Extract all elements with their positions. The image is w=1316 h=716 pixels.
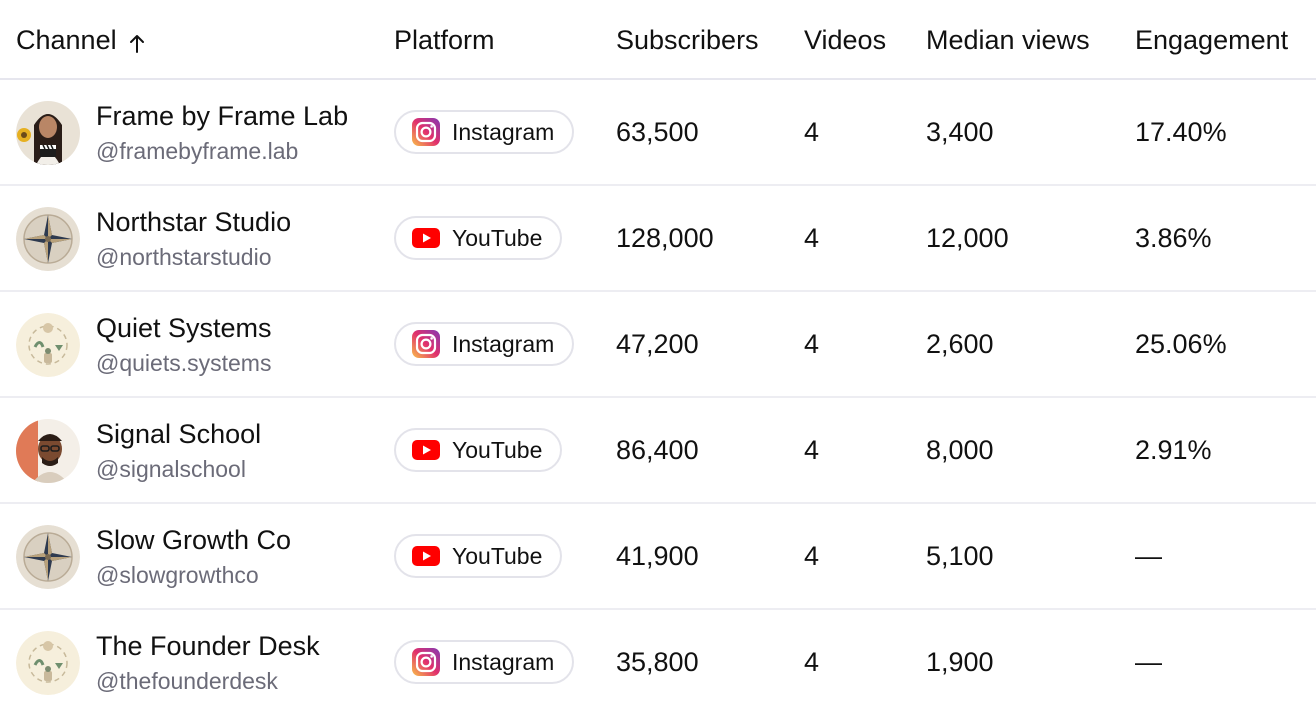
column-header-videos-label: Videos bbox=[804, 24, 887, 55]
videos-cell: 4 bbox=[804, 647, 820, 677]
table-row[interactable]: The Founder Desk @thefounderdesk Instagr… bbox=[0, 610, 1316, 716]
youtube-icon bbox=[412, 542, 440, 570]
median-views-cell: 8,000 bbox=[926, 435, 994, 465]
engagement-cell: 25.06% bbox=[1135, 329, 1227, 359]
channel-name[interactable]: Quiet Systems bbox=[96, 313, 272, 343]
videos-cell: 4 bbox=[804, 117, 820, 147]
column-header-platform[interactable]: Platform bbox=[394, 0, 495, 80]
avatar-compass bbox=[16, 207, 80, 271]
subscribers-cell: 47,200 bbox=[616, 329, 699, 359]
platform-label: Instagram bbox=[452, 330, 555, 357]
instagram-icon bbox=[412, 118, 440, 146]
table-row[interactable]: Northstar Studio @northstarstudio YouTub… bbox=[0, 186, 1316, 292]
videos-cell: 4 bbox=[804, 541, 820, 571]
youtube-icon bbox=[412, 224, 440, 252]
engagement-cell: — bbox=[1135, 647, 1162, 677]
channel-name[interactable]: Frame by Frame Lab bbox=[96, 101, 349, 131]
platform-badge: Instagram bbox=[394, 640, 575, 684]
column-header-channel[interactable]: Channel bbox=[16, 0, 145, 80]
platform-badge: Instagram bbox=[394, 110, 575, 154]
platform-badge: Instagram bbox=[394, 322, 575, 366]
instagram-icon bbox=[412, 648, 440, 676]
subscribers-cell: 63,500 bbox=[616, 117, 699, 147]
youtube-icon bbox=[412, 436, 440, 464]
channel-handle: @signalschool bbox=[96, 456, 246, 482]
table-body: Frame by Frame Lab @framebyframe.lab Ins… bbox=[0, 80, 1316, 716]
median-views-cell: 1,900 bbox=[926, 647, 994, 677]
table-header: Channel Platform Subscribers Videos Medi… bbox=[0, 0, 1316, 80]
subscribers-cell: 86,400 bbox=[616, 435, 699, 465]
column-header-engagement-label: Engagement bbox=[1135, 24, 1289, 55]
avatar-compass bbox=[16, 525, 80, 589]
avatar-cycle-illustration bbox=[16, 631, 80, 695]
channel-name[interactable]: The Founder Desk bbox=[96, 631, 320, 661]
subscribers-cell: 35,800 bbox=[616, 647, 699, 677]
videos-cell: 4 bbox=[804, 223, 820, 253]
column-header-subscribers-label: Subscribers bbox=[616, 24, 759, 55]
engagement-cell: — bbox=[1135, 541, 1162, 571]
platform-label: YouTube bbox=[452, 542, 543, 569]
avatar-cycle-illustration bbox=[16, 313, 80, 377]
engagement-cell: 17.40% bbox=[1135, 117, 1227, 147]
column-header-channel-label: Channel bbox=[16, 24, 117, 55]
platform-label: YouTube bbox=[452, 436, 543, 463]
engagement-cell: 3.86% bbox=[1135, 223, 1212, 253]
platform-badge: YouTube bbox=[394, 428, 563, 472]
platform-label: YouTube bbox=[452, 224, 543, 251]
median-views-cell: 3,400 bbox=[926, 117, 994, 147]
table-row[interactable]: Frame by Frame Lab @framebyframe.lab Ins… bbox=[0, 80, 1316, 186]
table-row[interactable]: Quiet Systems @quiets.systems Instagram … bbox=[0, 292, 1316, 398]
subscribers-cell: 41,900 bbox=[616, 541, 699, 571]
arrow-up-icon[interactable] bbox=[129, 30, 145, 53]
median-views-cell: 5,100 bbox=[926, 541, 994, 571]
column-header-platform-label: Platform bbox=[394, 24, 495, 55]
channel-handle: @framebyframe.lab bbox=[96, 138, 299, 164]
median-views-cell: 12,000 bbox=[926, 223, 1009, 253]
table-row[interactable]: Slow Growth Co @slowgrowthco YouTube 41,… bbox=[0, 504, 1316, 610]
subscribers-cell: 128,000 bbox=[616, 223, 714, 253]
table-row[interactable]: Signal School @signalschool YouTube 86,4… bbox=[0, 398, 1316, 504]
channel-name[interactable]: Signal School bbox=[96, 419, 262, 449]
column-header-engagement[interactable]: Engagement bbox=[1135, 0, 1288, 80]
videos-cell: 4 bbox=[804, 329, 820, 359]
channel-handle: @quiets.systems bbox=[96, 350, 272, 376]
column-header-subscribers[interactable]: Subscribers bbox=[616, 0, 759, 80]
avatar-woman-clapperboard bbox=[16, 101, 80, 165]
platform-label: Instagram bbox=[452, 118, 555, 145]
median-views-cell: 2,600 bbox=[926, 329, 994, 359]
avatar-man-glasses bbox=[16, 419, 80, 483]
channel-name[interactable]: Slow Growth Co bbox=[96, 525, 292, 555]
channel-handle: @thefounderdesk bbox=[96, 668, 278, 694]
platform-badge: YouTube bbox=[394, 216, 563, 260]
instagram-icon bbox=[412, 330, 440, 358]
column-header-median-views-label: Median views bbox=[926, 24, 1090, 55]
platform-label: Instagram bbox=[452, 648, 555, 675]
channel-handle: @northstarstudio bbox=[96, 244, 272, 270]
column-header-median-views[interactable]: Median views bbox=[926, 0, 1090, 80]
channel-handle: @slowgrowthco bbox=[96, 562, 259, 588]
channel-name[interactable]: Northstar Studio bbox=[96, 207, 292, 237]
column-header-videos[interactable]: Videos bbox=[804, 0, 886, 80]
platform-badge: YouTube bbox=[394, 534, 563, 578]
videos-cell: 4 bbox=[804, 435, 820, 465]
engagement-cell: 2.91% bbox=[1135, 435, 1212, 465]
